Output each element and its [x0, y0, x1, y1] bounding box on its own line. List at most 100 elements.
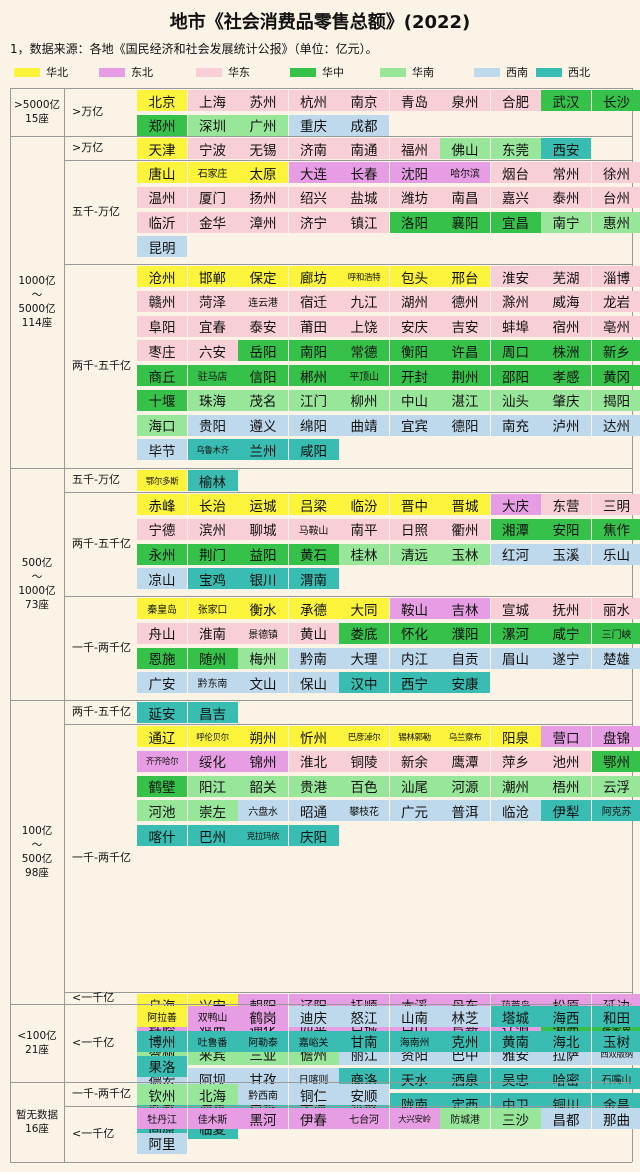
city-cell: 漯河 — [490, 622, 541, 644]
city-cell: 临沂 — [137, 211, 187, 233]
city-cell: 锦州 — [238, 750, 288, 772]
city-cell: 荆门 — [187, 543, 238, 565]
city-cell: 和田 — [591, 1006, 640, 1027]
legend-swatch — [99, 67, 125, 77]
city-cell: 喀什 — [137, 825, 187, 846]
city-cell: 黔东南 — [187, 672, 238, 694]
city-cell: 柳州 — [339, 389, 389, 411]
city-cell: 抚州 — [541, 598, 591, 619]
city-cell: 三沙 — [490, 1108, 541, 1129]
tier-label: >5000亿 15座 — [13, 99, 61, 125]
city-cell: 江门 — [288, 389, 339, 411]
city-cell: 天津 — [137, 138, 187, 159]
city-cell: 吕梁 — [288, 494, 339, 515]
city-cell: 鞍山 — [389, 598, 440, 619]
city-cell: 邢台 — [440, 266, 490, 287]
city-cell: 绥化 — [187, 750, 238, 772]
city-cell: 楚雄 — [591, 647, 640, 669]
city-cell: 黑河 — [238, 1108, 288, 1129]
city-cell: 济南 — [288, 138, 339, 159]
city-cell: 巴彦淖尔 — [339, 726, 389, 747]
city-cell: 北海 — [187, 1084, 238, 1105]
city-cell: 昭通 — [288, 800, 339, 822]
city-cell: 昌都 — [541, 1108, 591, 1129]
city-cell: 阿勒泰 — [238, 1030, 288, 1052]
city-cell: 海南州 — [389, 1030, 440, 1052]
city-cell: 东营 — [541, 494, 591, 515]
sub-tier-label: 两千-五千亿 — [72, 705, 131, 718]
city-cell: 镇江 — [339, 211, 389, 233]
city-cell: 阳泉 — [490, 726, 541, 747]
table-line — [10, 468, 632, 469]
city-cell: 吐鲁番 — [187, 1030, 238, 1052]
city-cell: 朔州 — [238, 726, 288, 747]
city-cell: 忻州 — [288, 726, 339, 747]
city-cell: 黄冈 — [591, 365, 640, 386]
city-cell: 上饶 — [339, 315, 389, 337]
city-cell: 呼和浩特 — [339, 266, 389, 287]
city-cell: 塔城 — [490, 1006, 541, 1027]
city-cell: 龙岩 — [591, 290, 640, 312]
city-cell: 西安 — [541, 138, 591, 159]
city-cell: 石嘴山 — [591, 1068, 640, 1090]
city-cell: 怀化 — [389, 622, 440, 644]
city-cell: 庆阳 — [288, 825, 339, 846]
city-cell: 大庆 — [490, 494, 541, 515]
city-cell: 苏州 — [238, 90, 288, 111]
city-cell: 舟山 — [137, 622, 187, 644]
city-cell: 文山 — [238, 672, 288, 694]
city-cell: 赤峰 — [137, 494, 187, 515]
city-cell: 嘉峪关 — [288, 1030, 339, 1052]
city-cell: 阜阳 — [137, 315, 187, 337]
city-cell: 咸阳 — [288, 439, 339, 461]
city-cell: 咸宁 — [541, 622, 591, 644]
city-cell: 保定 — [238, 266, 288, 287]
table-line — [10, 700, 632, 701]
city-cell: 滁州 — [490, 290, 541, 312]
city-cell: 郑州 — [137, 114, 187, 136]
city-cell: 南通 — [339, 138, 389, 159]
tier-label: 100亿 ～ 500亿 98座 — [21, 825, 53, 879]
city-cell: 威海 — [541, 290, 591, 312]
city-cell: 新余 — [389, 750, 440, 772]
city-cell: 蚌埠 — [490, 315, 541, 337]
city-cell: 湛江 — [440, 389, 490, 411]
city-cell: 安阳 — [541, 518, 591, 540]
city-cell: 宝鸡 — [187, 568, 238, 590]
city-cell: 鄂州 — [591, 750, 640, 772]
table-line — [64, 492, 632, 493]
city-cell: 南昌 — [440, 186, 490, 208]
city-cell: 衡水 — [238, 598, 288, 619]
city-cell: 内江 — [389, 647, 440, 669]
city-cell: 黄石 — [288, 543, 339, 565]
city-cell: 黄山 — [288, 622, 339, 644]
city-cell: 泰安 — [238, 315, 288, 337]
city-cell: 珠海 — [187, 389, 238, 411]
city-cell: 成都 — [339, 114, 389, 136]
city-cell: 驻马店 — [187, 365, 238, 386]
city-cell: 福州 — [389, 138, 440, 159]
city-cell: 昆明 — [137, 236, 187, 258]
city-cell: 云浮 — [591, 775, 640, 797]
city-cell: 黔南 — [288, 647, 339, 669]
city-cell: 阿拉善 — [137, 1006, 187, 1027]
tier-label: <100亿 21座 — [17, 1030, 57, 1056]
city-cell: 德州 — [440, 290, 490, 312]
city-cell: 玉树 — [591, 1030, 640, 1052]
city-cell: 天水 — [389, 1068, 440, 1090]
city-cell: 双鸭山 — [187, 1006, 238, 1027]
city-cell: 韶关 — [238, 775, 288, 797]
city-cell: 随州 — [187, 647, 238, 669]
city-cell: 果洛 — [137, 1055, 187, 1077]
city-cell: 株洲 — [541, 340, 591, 362]
city-cell: 黄南 — [490, 1030, 541, 1052]
city-cell: 那曲 — [591, 1108, 640, 1129]
table-line — [10, 88, 632, 89]
city-cell: 德阳 — [440, 414, 490, 436]
city-cell: 阿里 — [137, 1132, 187, 1154]
city-cell: 吉林 — [440, 598, 490, 619]
city-cell: 衡阳 — [389, 340, 440, 362]
city-cell: 大连 — [288, 162, 339, 183]
city-cell: 临汾 — [339, 494, 389, 515]
city-cell: 开封 — [389, 365, 440, 386]
